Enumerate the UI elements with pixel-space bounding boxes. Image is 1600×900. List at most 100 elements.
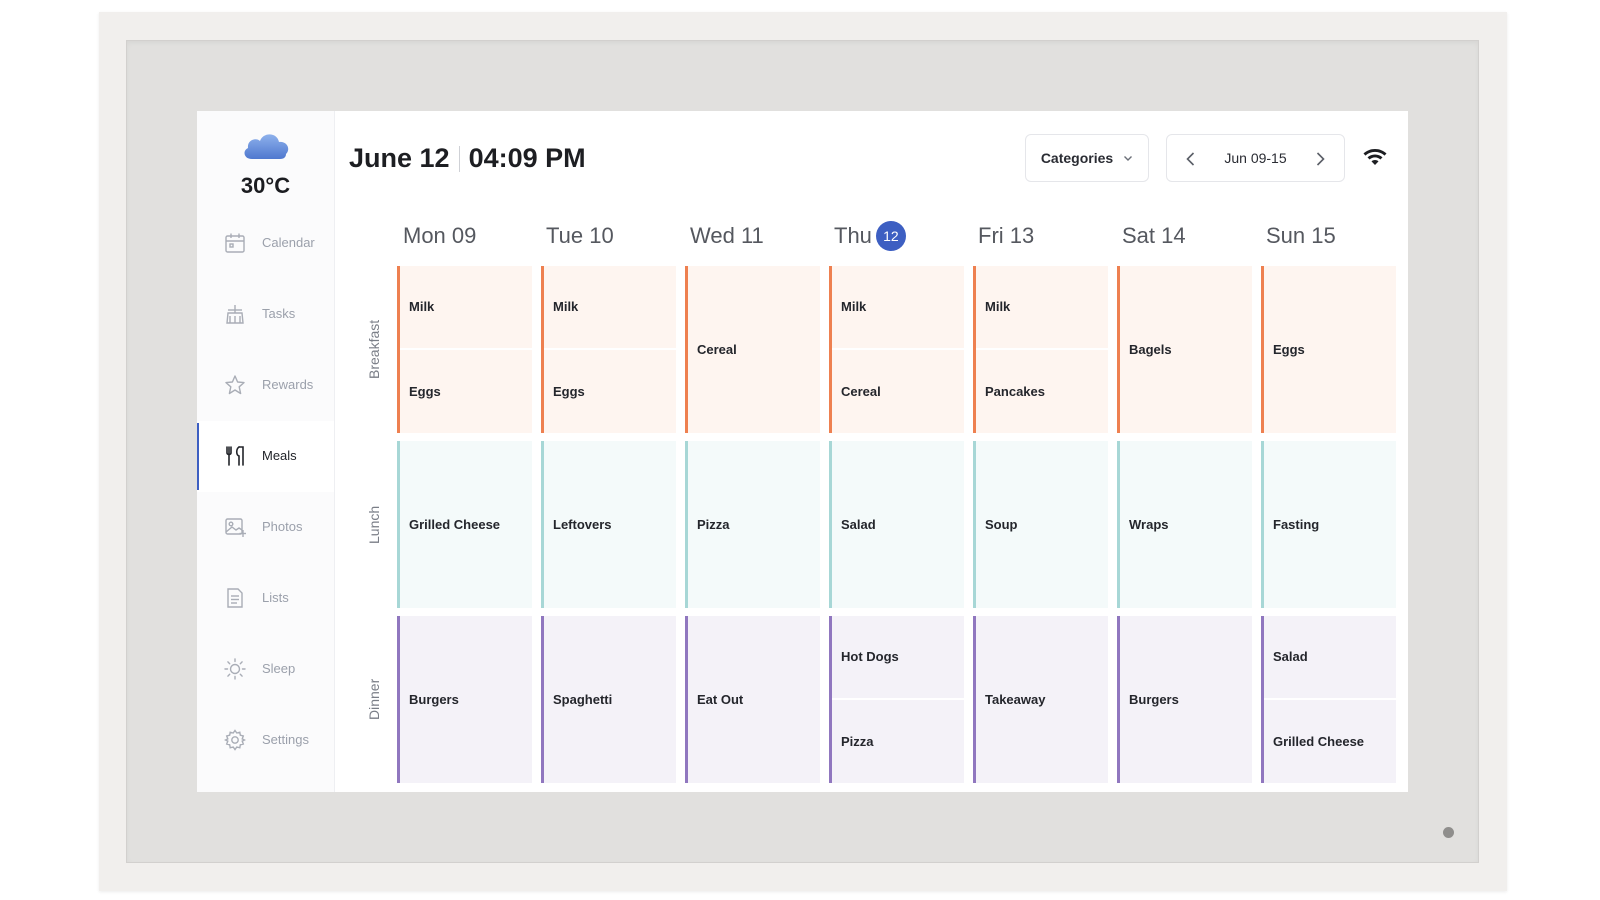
meal-cell-breakfast[interactable]: Eggs xyxy=(1261,266,1396,433)
day-header: Wed 11 xyxy=(690,223,764,248)
calendar-icon xyxy=(224,232,246,254)
sidebar-item-label: Rewards xyxy=(262,377,314,392)
meal-cell-lunch[interactable]: Fasting xyxy=(1261,441,1396,608)
meal-item[interactable]: Burgers xyxy=(409,692,459,707)
gear-icon xyxy=(224,729,246,751)
categories-dropdown[interactable]: Categories xyxy=(1025,134,1149,182)
meal-item[interactable]: Wraps xyxy=(1129,517,1169,532)
wifi-icon xyxy=(1363,149,1387,165)
row-label-dinner: Dinner xyxy=(366,678,382,721)
sidebar-item-label: Photos xyxy=(262,519,303,534)
meal-item[interactable]: Eggs xyxy=(1273,342,1305,357)
meal-cell-breakfast[interactable]: Milk Eggs xyxy=(541,266,676,433)
meal-cell-breakfast[interactable]: Cereal xyxy=(685,266,820,433)
meal-item[interactable]: Fasting xyxy=(1273,517,1320,532)
current-time: 04:09 PM xyxy=(468,143,586,173)
meal-cell-dinner[interactable]: Spaghetti xyxy=(541,616,676,783)
meal-item[interactable]: Milk xyxy=(400,266,532,350)
sidebar-item-tasks[interactable]: Tasks xyxy=(197,279,334,350)
meal-cell-lunch[interactable]: Salad xyxy=(829,441,964,608)
day-header: Sun 15 xyxy=(1266,223,1336,248)
meal-cell-dinner[interactable]: Hot Dogs Pizza xyxy=(829,616,964,783)
meal-cell-dinner[interactable]: Takeaway xyxy=(973,616,1108,783)
meal-cell-breakfast[interactable]: Bagels xyxy=(1117,266,1252,433)
meal-item[interactable]: Hot Dogs xyxy=(832,616,964,700)
meal-cell-dinner[interactable]: Eat Out xyxy=(685,616,820,783)
row-label-breakfast: Breakfast xyxy=(366,319,382,380)
meal-cell-dinner[interactable]: Burgers xyxy=(397,616,532,783)
meal-item[interactable]: Grilled Cheese xyxy=(409,517,501,532)
meal-item[interactable]: Eat Out xyxy=(697,692,744,707)
sidebar-item-label: Settings xyxy=(262,732,309,747)
day-header: Fri 13 xyxy=(978,223,1035,248)
day-header: Mon 09 xyxy=(403,223,477,248)
meal-item[interactable]: Milk xyxy=(832,266,964,350)
sidebar-item-label: Sleep xyxy=(262,661,296,676)
sidebar-item-settings[interactable]: Settings xyxy=(197,705,334,776)
meal-item[interactable]: Grilled Cheese xyxy=(1273,733,1365,749)
sidebar-item-label: Meals xyxy=(262,448,297,463)
sidebar-item-label: Calendar xyxy=(262,235,315,250)
header-divider xyxy=(458,145,460,172)
meal-item[interactable]: Cereal xyxy=(697,342,737,357)
temperature: 30°C xyxy=(240,173,291,198)
day-header-today: Thu 12 xyxy=(834,221,906,251)
meal-cell-breakfast[interactable]: Milk Cereal xyxy=(829,266,964,433)
meal-item[interactable]: Soup xyxy=(985,517,1018,532)
day-header: Tue 10 xyxy=(546,223,614,248)
chevron-right-icon[interactable] xyxy=(1310,149,1330,169)
meal-cell-lunch[interactable]: Grilled Cheese xyxy=(397,441,532,608)
sidebar-item-photos[interactable]: Photos xyxy=(197,492,334,563)
sidebar-item-label: Tasks xyxy=(262,306,296,321)
meal-item[interactable]: Cereal xyxy=(841,383,881,399)
sidebar-item-sleep[interactable]: Sleep xyxy=(197,634,334,705)
sidebar: 30°C Calendar xyxy=(197,111,335,792)
categories-label: Categories xyxy=(1040,150,1114,166)
meal-cell-lunch[interactable]: Wraps xyxy=(1117,441,1252,608)
sidebar-nav: Calendar Tasks xyxy=(197,208,334,776)
meal-item[interactable]: Salad xyxy=(841,517,876,532)
page-title: June 12 04:09 PM xyxy=(349,143,586,174)
meal-item[interactable]: Spaghetti xyxy=(553,692,613,707)
row-label-lunch: Lunch xyxy=(366,505,382,544)
meal-item[interactable]: Pancakes xyxy=(985,383,1045,399)
cloud-icon xyxy=(244,134,288,159)
sidebar-item-label: Lists xyxy=(262,590,289,605)
week-navigator: Jun 09-15 xyxy=(1166,134,1345,182)
sun-icon xyxy=(224,658,246,680)
meal-item[interactable]: Leftovers xyxy=(553,517,612,532)
sidebar-item-rewards[interactable]: Rewards xyxy=(197,350,334,421)
photo-icon xyxy=(224,516,246,538)
meal-cell-breakfast[interactable]: Milk Pancakes xyxy=(973,266,1108,433)
list-icon xyxy=(224,587,246,609)
meal-cell-dinner[interactable]: Salad Grilled Cheese xyxy=(1261,616,1396,783)
meal-item[interactable]: Milk xyxy=(976,266,1108,350)
today-badge: 12 xyxy=(875,221,906,251)
meal-item[interactable]: Pizza xyxy=(841,733,874,749)
camera-dot xyxy=(1443,827,1454,838)
star-icon xyxy=(224,374,246,396)
meal-item[interactable]: Bagels xyxy=(1129,342,1172,357)
sidebar-item-calendar[interactable]: Calendar xyxy=(197,208,334,279)
meal-item[interactable]: Salad xyxy=(1264,616,1396,700)
meal-cell-lunch[interactable]: Soup xyxy=(973,441,1108,608)
meal-item[interactable]: Eggs xyxy=(409,383,441,399)
chevron-down-icon xyxy=(1124,156,1133,161)
meal-item[interactable]: Burgers xyxy=(1129,692,1179,707)
meal-item[interactable]: Takeaway xyxy=(985,692,1046,707)
meal-cell-breakfast[interactable]: Milk Eggs xyxy=(397,266,532,433)
meal-cell-dinner[interactable]: Burgers xyxy=(1117,616,1252,783)
meal-cell-lunch[interactable]: Pizza xyxy=(685,441,820,608)
meal-cell-lunch[interactable]: Leftovers xyxy=(541,441,676,608)
sidebar-item-lists[interactable]: Lists xyxy=(197,563,334,634)
chevron-left-icon[interactable] xyxy=(1181,149,1201,169)
meal-item[interactable]: Pizza xyxy=(697,517,730,532)
screen: 30°C Calendar xyxy=(197,111,1408,792)
meal-item[interactable]: Eggs xyxy=(553,383,585,399)
sidebar-item-meals[interactable]: Meals xyxy=(197,421,334,492)
utensils-icon xyxy=(224,445,246,467)
meal-item[interactable]: Milk xyxy=(544,266,676,350)
week-range: Jun 09-15 xyxy=(1224,150,1287,166)
weather-widget: 30°C xyxy=(197,129,334,199)
day-header: Sat 14 xyxy=(1122,223,1186,248)
